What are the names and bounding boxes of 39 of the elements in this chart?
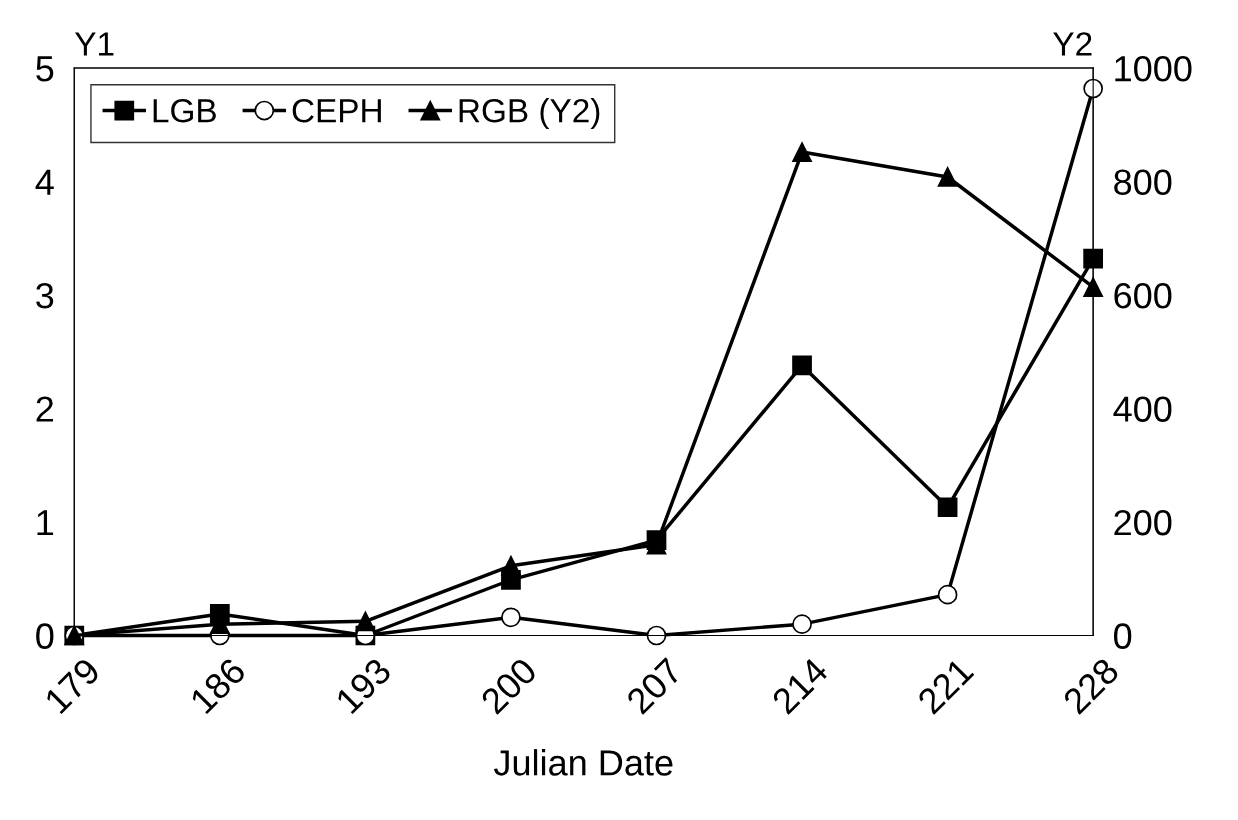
point xyxy=(792,142,812,162)
point xyxy=(1083,277,1104,297)
legend-label: CEPH xyxy=(292,98,381,123)
y-tick-label: 5 xyxy=(36,56,54,82)
y2-tick-label: 1000 xyxy=(1115,55,1192,82)
point xyxy=(792,355,812,376)
point xyxy=(501,607,521,628)
y-axis-title: Y1 xyxy=(75,32,114,56)
x-tick-label: 193 xyxy=(334,656,393,715)
point xyxy=(646,625,667,646)
point xyxy=(501,555,521,576)
legend-label: RGB (Y2) xyxy=(459,98,600,130)
y2-axis-title: Y2 xyxy=(1053,32,1092,56)
y-tick-label: 3 xyxy=(36,282,54,309)
y-tick-label: 1 xyxy=(37,510,54,536)
x-tick-label: 214 xyxy=(770,656,830,715)
point xyxy=(937,584,958,605)
y2-tick-label: 800 xyxy=(1114,169,1172,195)
x-axis-title: Julian Date xyxy=(493,749,673,776)
x-tick-label: 228 xyxy=(1061,656,1121,716)
y-tick-label: 0 xyxy=(36,623,54,649)
x-tick-label: 200 xyxy=(479,656,539,716)
point xyxy=(1083,248,1104,269)
y2-tick-label: 400 xyxy=(1113,396,1172,422)
point xyxy=(1083,78,1104,99)
legend-label: LGB xyxy=(153,98,216,123)
y2-tick-label: 600 xyxy=(1114,282,1172,309)
point xyxy=(937,167,958,187)
y2-tick-label: 200 xyxy=(1114,509,1172,536)
y2-tick-label: 0 xyxy=(1114,623,1132,649)
point xyxy=(355,611,376,632)
x-tick-label: 186 xyxy=(189,656,247,715)
x-tick-label: 179 xyxy=(43,656,102,715)
point xyxy=(792,614,812,635)
x-tick-label: 207 xyxy=(625,656,684,716)
y-tick-label: 4 xyxy=(35,169,54,195)
x-tick-label: 221 xyxy=(916,656,975,715)
y-tick-label: 2 xyxy=(36,396,54,422)
point xyxy=(937,497,958,518)
